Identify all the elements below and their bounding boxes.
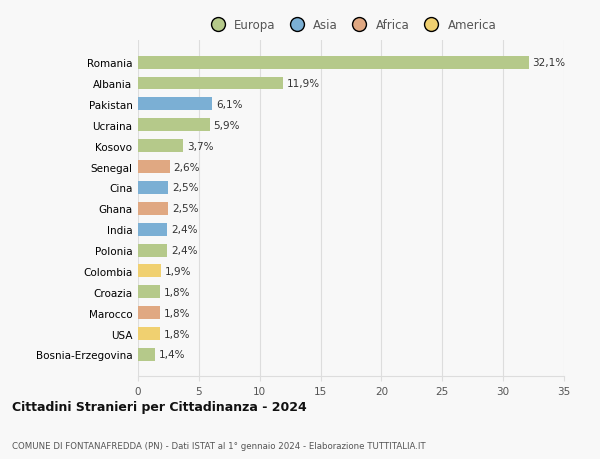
Text: COMUNE DI FONTANAFREDDA (PN) - Dati ISTAT al 1° gennaio 2024 - Elaborazione TUTT: COMUNE DI FONTANAFREDDA (PN) - Dati ISTA… bbox=[12, 441, 425, 450]
Bar bbox=[138, 244, 167, 257]
Bar bbox=[138, 78, 283, 90]
Text: 1,4%: 1,4% bbox=[158, 350, 185, 360]
Text: 2,4%: 2,4% bbox=[171, 225, 197, 235]
Bar bbox=[138, 140, 183, 153]
Text: 2,5%: 2,5% bbox=[172, 183, 199, 193]
Bar bbox=[138, 348, 155, 361]
Text: 2,6%: 2,6% bbox=[173, 162, 200, 172]
Text: 11,9%: 11,9% bbox=[286, 79, 320, 89]
Bar bbox=[138, 285, 160, 299]
Text: 1,8%: 1,8% bbox=[164, 329, 190, 339]
Bar bbox=[138, 56, 529, 69]
Bar bbox=[138, 223, 167, 236]
Bar bbox=[138, 182, 169, 195]
Text: 3,7%: 3,7% bbox=[187, 141, 213, 151]
Text: 2,4%: 2,4% bbox=[171, 246, 197, 256]
Text: 6,1%: 6,1% bbox=[216, 100, 242, 110]
Legend: Europa, Asia, Africa, America: Europa, Asia, Africa, America bbox=[203, 17, 499, 35]
Text: Cittadini Stranieri per Cittadinanza - 2024: Cittadini Stranieri per Cittadinanza - 2… bbox=[12, 400, 307, 413]
Bar bbox=[138, 265, 161, 278]
Bar bbox=[138, 119, 210, 132]
Text: 2,5%: 2,5% bbox=[172, 204, 199, 214]
Text: 1,8%: 1,8% bbox=[164, 287, 190, 297]
Text: 1,8%: 1,8% bbox=[164, 308, 190, 318]
Text: 1,9%: 1,9% bbox=[165, 266, 191, 276]
Bar bbox=[138, 327, 160, 340]
Bar bbox=[138, 307, 160, 319]
Text: 5,9%: 5,9% bbox=[214, 121, 240, 130]
Bar bbox=[138, 161, 170, 174]
Bar bbox=[138, 202, 169, 215]
Text: 32,1%: 32,1% bbox=[532, 58, 565, 68]
Bar bbox=[138, 98, 212, 111]
